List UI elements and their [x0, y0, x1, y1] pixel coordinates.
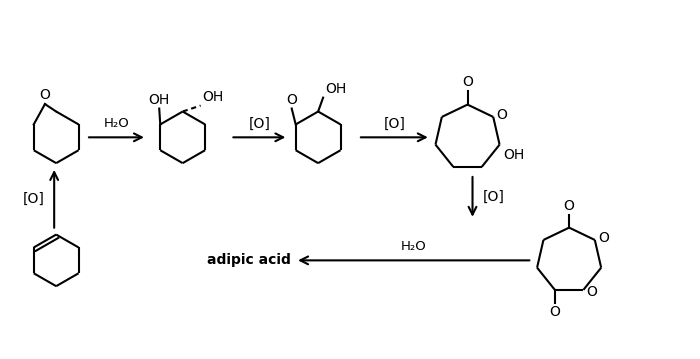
Text: adipic acid: adipic acid: [207, 253, 291, 267]
Text: O: O: [496, 108, 507, 122]
Text: O: O: [462, 75, 473, 89]
Text: O: O: [564, 199, 575, 213]
Text: O: O: [550, 305, 560, 319]
Text: O: O: [598, 231, 609, 245]
Text: [O]: [O]: [22, 192, 44, 206]
Text: [O]: [O]: [248, 116, 270, 130]
Text: H₂O: H₂O: [104, 117, 130, 130]
Text: OH: OH: [325, 81, 346, 95]
Text: [O]: [O]: [482, 190, 504, 204]
Text: OH: OH: [148, 93, 170, 107]
Text: H₂O: H₂O: [401, 241, 426, 253]
Text: OH: OH: [202, 90, 224, 104]
Text: OH: OH: [503, 148, 525, 162]
Text: O: O: [39, 88, 50, 102]
Text: O: O: [286, 93, 297, 107]
Text: O: O: [587, 285, 597, 299]
Text: [O]: [O]: [384, 116, 405, 130]
